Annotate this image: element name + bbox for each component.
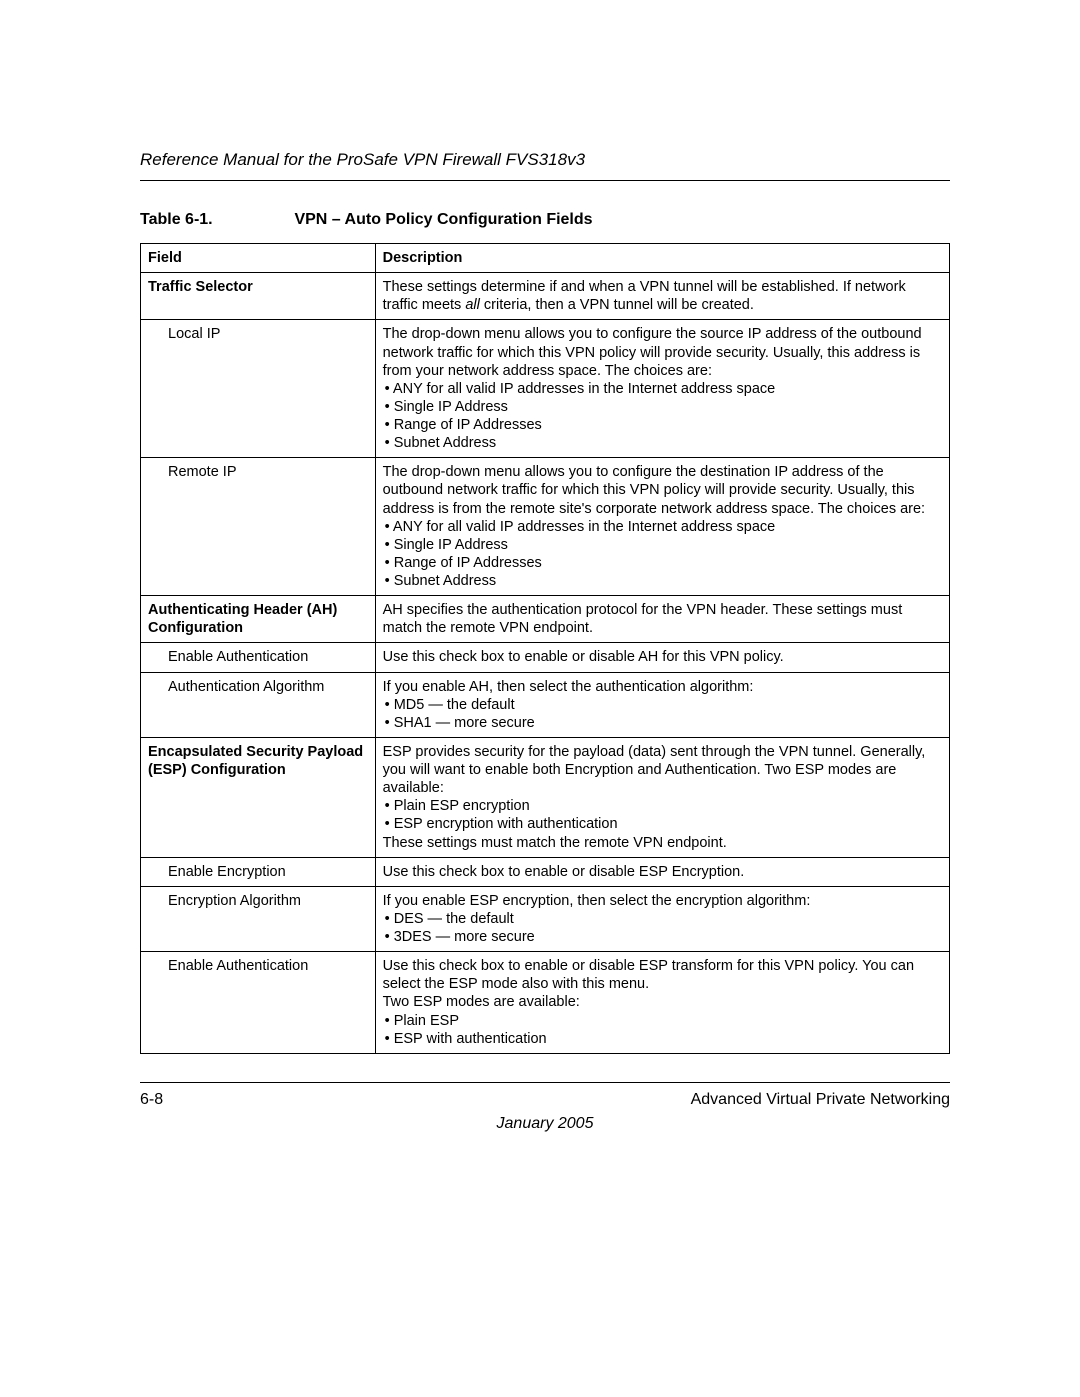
field-cell: Remote IP bbox=[141, 458, 376, 596]
description-cell: Use this check box to enable or disable … bbox=[375, 952, 949, 1054]
field-cell: Local IP bbox=[141, 320, 376, 458]
field-name: Traffic Selector bbox=[148, 279, 253, 295]
description-cell: AH specifies the authentication protocol… bbox=[375, 596, 949, 643]
config-table: Field Description Traffic Selector These … bbox=[140, 243, 950, 1054]
field-name: Authentication Algorithm bbox=[148, 678, 368, 696]
table-row: Enable Encryption Use this check box to e… bbox=[141, 857, 950, 886]
table-row: Authentication Algorithm If you enable AH… bbox=[141, 672, 950, 737]
field-cell: Encapsulated Security Payload (ESP) Conf… bbox=[141, 737, 376, 857]
description-bullet: Subnet Address bbox=[383, 434, 942, 452]
description-text: Use this check box to enable or disable … bbox=[383, 957, 942, 993]
field-name: Enable Encryption bbox=[148, 863, 368, 881]
table-row: Encryption Algorithm If you enable ESP en… bbox=[141, 886, 950, 951]
description-bullet: Range of IP Addresses bbox=[383, 554, 942, 572]
field-name: Authenticating Header (AH) Configuration bbox=[148, 602, 337, 636]
description-bullet: Subnet Address bbox=[383, 572, 942, 590]
description-bullet: Single IP Address bbox=[383, 398, 942, 416]
page-footer: 6-8 Advanced Virtual Private Networking bbox=[140, 1082, 950, 1109]
description-text: If you enable AH, then select the authen… bbox=[383, 678, 942, 696]
field-cell: Enable Authentication bbox=[141, 952, 376, 1054]
table-title: VPN – Auto Policy Configuration Fields bbox=[294, 211, 592, 228]
description-bullet: Single IP Address bbox=[383, 536, 942, 554]
table-header-row: Field Description bbox=[141, 244, 950, 273]
description-bullet: ESP with authentication bbox=[383, 1030, 942, 1048]
footer-date: January 2005 bbox=[140, 1115, 950, 1133]
field-cell: Enable Encryption bbox=[141, 857, 376, 886]
running-header: Reference Manual for the ProSafe VPN Fir… bbox=[140, 150, 950, 181]
document-page: Reference Manual for the ProSafe VPN Fir… bbox=[0, 0, 1080, 1397]
description-text: The drop-down menu allows you to configu… bbox=[383, 463, 942, 517]
description-bullet: ANY for all valid IP addresses in the In… bbox=[383, 380, 942, 398]
field-name: Encapsulated Security Payload (ESP) Conf… bbox=[148, 744, 363, 778]
table-label: Table 6-1. bbox=[140, 211, 290, 229]
field-cell: Authentication Algorithm bbox=[141, 672, 376, 737]
description-text: These settings must match the remote VPN… bbox=[383, 834, 942, 852]
table-row: Encapsulated Security Payload (ESP) Conf… bbox=[141, 737, 950, 857]
description-text: If you enable ESP encryption, then selec… bbox=[383, 892, 942, 910]
description-cell: ESP provides security for the payload (d… bbox=[375, 737, 949, 857]
description-cell: If you enable AH, then select the authen… bbox=[375, 672, 949, 737]
description-cell: The drop-down menu allows you to configu… bbox=[375, 458, 949, 596]
description-bullet: Plain ESP bbox=[383, 1012, 942, 1030]
description-cell: Use this check box to enable or disable … bbox=[375, 857, 949, 886]
description-bullet: Range of IP Addresses bbox=[383, 416, 942, 434]
description-bullet: ESP encryption with authentication bbox=[383, 815, 942, 833]
section-title: Advanced Virtual Private Networking bbox=[691, 1091, 950, 1109]
table-row: Remote IP The drop-down menu allows you t… bbox=[141, 458, 950, 596]
description-bullet: ANY for all valid IP addresses in the In… bbox=[383, 518, 942, 536]
description-text: AH specifies the authentication protocol… bbox=[383, 601, 942, 637]
table-caption: Table 6-1. VPN – Auto Policy Configurati… bbox=[140, 211, 950, 229]
description-text: ESP provides security for the payload (d… bbox=[383, 743, 942, 797]
description-cell: Use this check box to enable or disable … bbox=[375, 643, 949, 672]
description-bullet: SHA1 — more secure bbox=[383, 714, 942, 732]
field-cell: Encryption Algorithm bbox=[141, 886, 376, 951]
page-number: 6-8 bbox=[140, 1091, 163, 1109]
col-header-field: Field bbox=[141, 244, 376, 273]
table-row: Local IP The drop-down menu allows you to… bbox=[141, 320, 950, 458]
field-cell: Enable Authentication bbox=[141, 643, 376, 672]
table-row: Enable Authentication Use this check box … bbox=[141, 952, 950, 1054]
table-row: Enable Authentication Use this check box … bbox=[141, 643, 950, 672]
field-name: Local IP bbox=[148, 325, 368, 343]
description-text: These settings determine if and when a V… bbox=[383, 278, 942, 314]
field-name: Enable Authentication bbox=[148, 648, 368, 666]
table-row: Authenticating Header (AH) Configuration… bbox=[141, 596, 950, 643]
description-text: Two ESP modes are available: bbox=[383, 993, 942, 1011]
table-row: Traffic Selector These settings determine… bbox=[141, 273, 950, 320]
description-cell: These settings determine if and when a V… bbox=[375, 273, 949, 320]
description-text: Use this check box to enable or disable … bbox=[383, 863, 942, 881]
description-text: Use this check box to enable or disable … bbox=[383, 648, 942, 666]
col-header-description: Description bbox=[375, 244, 949, 273]
description-text: The drop-down menu allows you to configu… bbox=[383, 325, 942, 379]
description-cell: The drop-down menu allows you to configu… bbox=[375, 320, 949, 458]
field-cell: Traffic Selector bbox=[141, 273, 376, 320]
description-bullet: 3DES — more secure bbox=[383, 928, 942, 946]
field-name: Remote IP bbox=[148, 463, 368, 481]
field-cell: Authenticating Header (AH) Configuration bbox=[141, 596, 376, 643]
description-bullet: MD5 — the default bbox=[383, 696, 942, 714]
field-name: Enable Authentication bbox=[148, 957, 368, 975]
field-name: Encryption Algorithm bbox=[148, 892, 368, 910]
description-bullet: Plain ESP encryption bbox=[383, 797, 942, 815]
description-bullet: DES — the default bbox=[383, 910, 942, 928]
description-cell: If you enable ESP encryption, then selec… bbox=[375, 886, 949, 951]
